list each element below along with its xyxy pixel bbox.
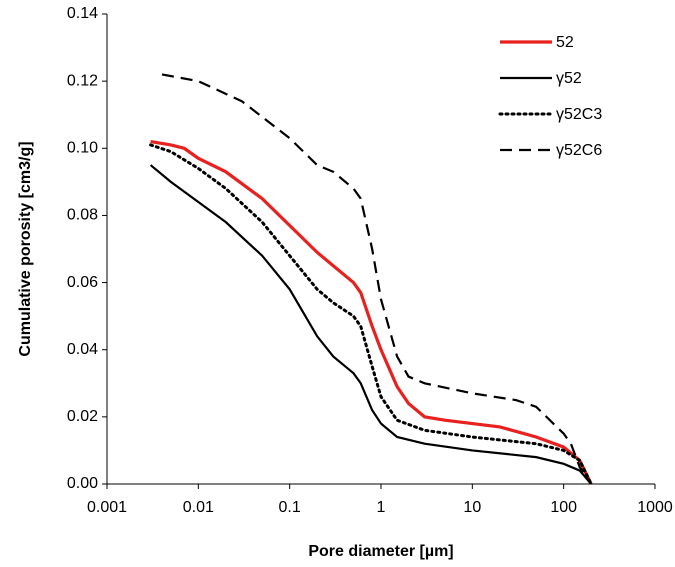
x-tick-label: 1000	[637, 499, 673, 516]
series-line	[150, 139, 593, 485]
y-tick-label: 0.10	[67, 140, 98, 157]
x-tick-label: 10	[463, 499, 481, 516]
x-tick-label: 0.001	[87, 499, 127, 516]
x-tick-label: 0.01	[183, 499, 214, 516]
x-tick-label: 100	[550, 499, 577, 516]
y-tick-label: 0.00	[67, 475, 98, 492]
y-tick-label: 0.02	[67, 408, 98, 425]
legend-label: 52	[556, 34, 574, 51]
y-axis-title: Cumulative porosity [cm3/g]	[17, 141, 34, 356]
legend-label: γ52	[556, 70, 582, 87]
series-line	[161, 73, 593, 485]
y-tick-label: 0.06	[67, 274, 98, 291]
y-tick-label: 0.14	[67, 5, 98, 22]
x-tick-label: 1	[377, 499, 386, 516]
legend-label: γ52C6	[556, 142, 602, 159]
legend-label: γ52C3	[556, 106, 602, 123]
series-line	[149, 143, 593, 486]
y-tick-label: 0.04	[67, 341, 98, 358]
x-axis-title: Pore diameter [µm]	[308, 543, 453, 560]
y-tick-label: 0.08	[67, 207, 98, 224]
series-line	[149, 164, 592, 485]
y-tick-label: 0.12	[67, 72, 98, 89]
x-tick-label: 0.1	[279, 499, 301, 516]
